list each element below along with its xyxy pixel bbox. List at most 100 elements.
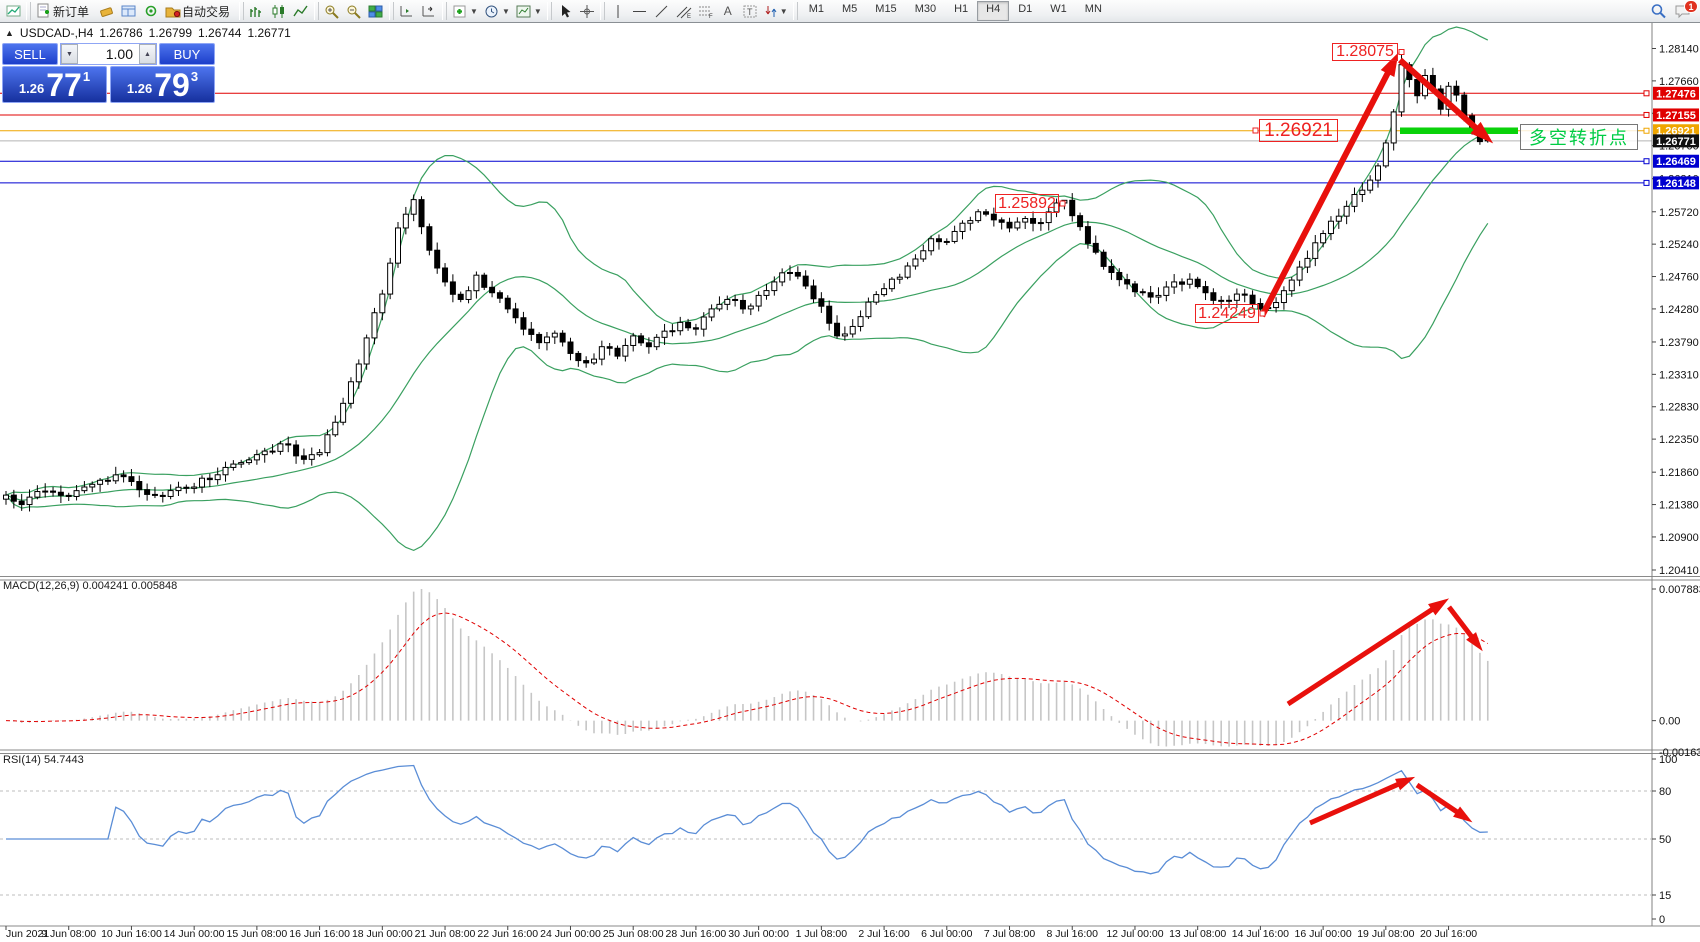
candle-body [818,298,825,307]
periods-dropdown-caret[interactable]: ▼ [501,6,510,16]
zoom-in-icon[interactable] [321,1,343,21]
chart-shift-icon[interactable] [418,1,440,21]
trend-arrow-head[interactable] [1453,806,1473,823]
callout-anchor[interactable] [1398,49,1405,55]
candle-body [787,271,793,274]
candle-body [888,278,895,290]
price-callout-1.24249[interactable]: 1.24249 [1195,304,1259,323]
trend-arrow-line[interactable] [1286,600,1444,707]
periods-icon[interactable]: ▼ [481,1,513,21]
sell-button[interactable]: SELL [2,43,58,65]
callout-anchor[interactable] [1259,310,1266,317]
timeframe-MN[interactable]: MN [1084,3,1102,15]
timeframe-M15[interactable]: M15 [875,3,897,15]
autotrading-label: 自动交易 [182,4,231,19]
candle-body [1375,165,1381,181]
horizontal-line-tool[interactable] [629,1,651,21]
timeframe-W1[interactable]: W1 [1050,3,1067,15]
time-axis-label: 14 Jun 00:00 [164,928,225,940]
new-order-button[interactable]: 新订单 [33,1,96,21]
search-icon[interactable] [1647,1,1670,21]
time-axis-label: 10 Jun 16:00 [101,928,162,940]
candle-body [1241,293,1248,296]
market-watch-icon[interactable] [118,1,140,21]
tile-windows-icon[interactable] [365,1,387,21]
candle-body [551,332,558,338]
line-chart-icon[interactable] [290,1,312,21]
price-callout-1.28075[interactable]: 1.28075 [1332,43,1398,61]
candle-body [97,479,104,485]
trend-arrow-head[interactable] [1466,632,1483,652]
timeframe-M1[interactable]: M1 [808,3,824,15]
buy-price-panel[interactable]: 1.26 79 3 [110,66,215,103]
turning-point-highlight-bar[interactable] [1400,127,1518,134]
volume-decrease-button[interactable]: ▼ [61,44,78,64]
macd-axis-max: 0.007883 [1659,584,1700,596]
bar-chart-icon[interactable] [246,1,268,21]
level-line-handle[interactable] [1643,158,1650,165]
styler-icon[interactable] [96,1,118,21]
timeframe-M5[interactable]: M5 [842,3,858,15]
level-line-handle[interactable] [1643,111,1650,118]
callout-anchor[interactable] [1252,127,1259,134]
text-label-tool[interactable]: T [739,1,761,21]
autotrading-button[interactable]: 自动交易 [162,1,237,21]
arrows-tool[interactable]: ▼ [761,1,791,21]
trend-arrow-line[interactable] [1259,59,1397,318]
vertical-line-tool[interactable] [607,1,629,21]
chart-window-icon[interactable] [2,1,24,21]
candle-body [104,479,111,482]
sell-price-panel[interactable]: 1.26 77 1 [2,66,107,103]
level-line-handle[interactable] [1643,90,1650,97]
callout-anchor[interactable] [1059,200,1066,207]
volume-increase-button[interactable]: ▲ [139,44,156,64]
chart-canvas[interactable]: 1.281401.276601.271801.267001.262101.257… [0,23,1700,942]
crosshair-tool[interactable] [576,1,598,21]
volume-value[interactable]: 1.00 [78,44,139,64]
indicators-dropdown-caret[interactable]: ▼ [470,6,478,16]
signals-icon[interactable] [140,1,162,21]
indicators-icon[interactable]: ▼ [449,1,481,21]
candle-body [834,322,841,337]
auto-scroll-icon[interactable] [396,1,418,21]
trend-arrow-head[interactable] [1428,598,1450,616]
arrows-dropdown-caret[interactable]: ▼ [779,6,788,16]
timeframe-H4[interactable]: H4 [977,1,1010,21]
buy-button[interactable]: BUY [159,43,215,65]
candle-body [167,490,174,497]
candle-body [1304,257,1311,268]
toolbar-separator [442,2,448,20]
price-callout-1.26921[interactable]: 1.26921 [1259,119,1338,142]
zoom-out-icon[interactable] [343,1,365,21]
bollinger-upper-band [5,26,1489,496]
turning-point-annotation[interactable]: 多空转折点 [1520,124,1638,150]
candle-body [379,293,386,314]
level-line-handle[interactable] [1643,179,1650,186]
timeframe-M30[interactable]: M30 [914,3,937,15]
time-axis-label: 13 Jul 08:00 [1169,928,1226,940]
level-line-handle[interactable] [1643,127,1650,134]
trend-arrow-head[interactable] [1395,776,1416,791]
text-tool[interactable]: A [723,4,732,18]
chat-icon[interactable]: 1 [1670,0,1698,21]
trend-arrow-head[interactable] [1380,52,1399,77]
candle-body [747,305,754,310]
trendline-tool[interactable] [651,1,673,21]
fibonacci-tool[interactable]: F [695,1,717,21]
price-tick-label: 1.27660 [1659,76,1699,88]
equidistant-channel-tool[interactable]: E [673,1,695,21]
svg-text:T: T [747,7,753,17]
cursor-tool[interactable] [554,1,576,21]
candlestick-chart-icon[interactable] [268,1,290,21]
chart-area[interactable]: 1.281401.276601.271801.267001.262101.257… [0,23,1700,942]
trend-arrow-line[interactable] [1308,777,1410,826]
candle-body [191,486,198,489]
trend-arrow-head[interactable] [1470,121,1494,144]
candle-body [606,346,613,349]
trend-arrow-line[interactable] [1397,57,1489,140]
templates-icon[interactable]: ▼ [513,1,545,21]
price-callout-1.25892[interactable]: 1.25892 [995,194,1059,213]
templates-dropdown-caret[interactable]: ▼ [533,6,542,16]
timeframe-H1[interactable]: H1 [954,3,969,15]
timeframe-D1[interactable]: D1 [1018,3,1033,15]
